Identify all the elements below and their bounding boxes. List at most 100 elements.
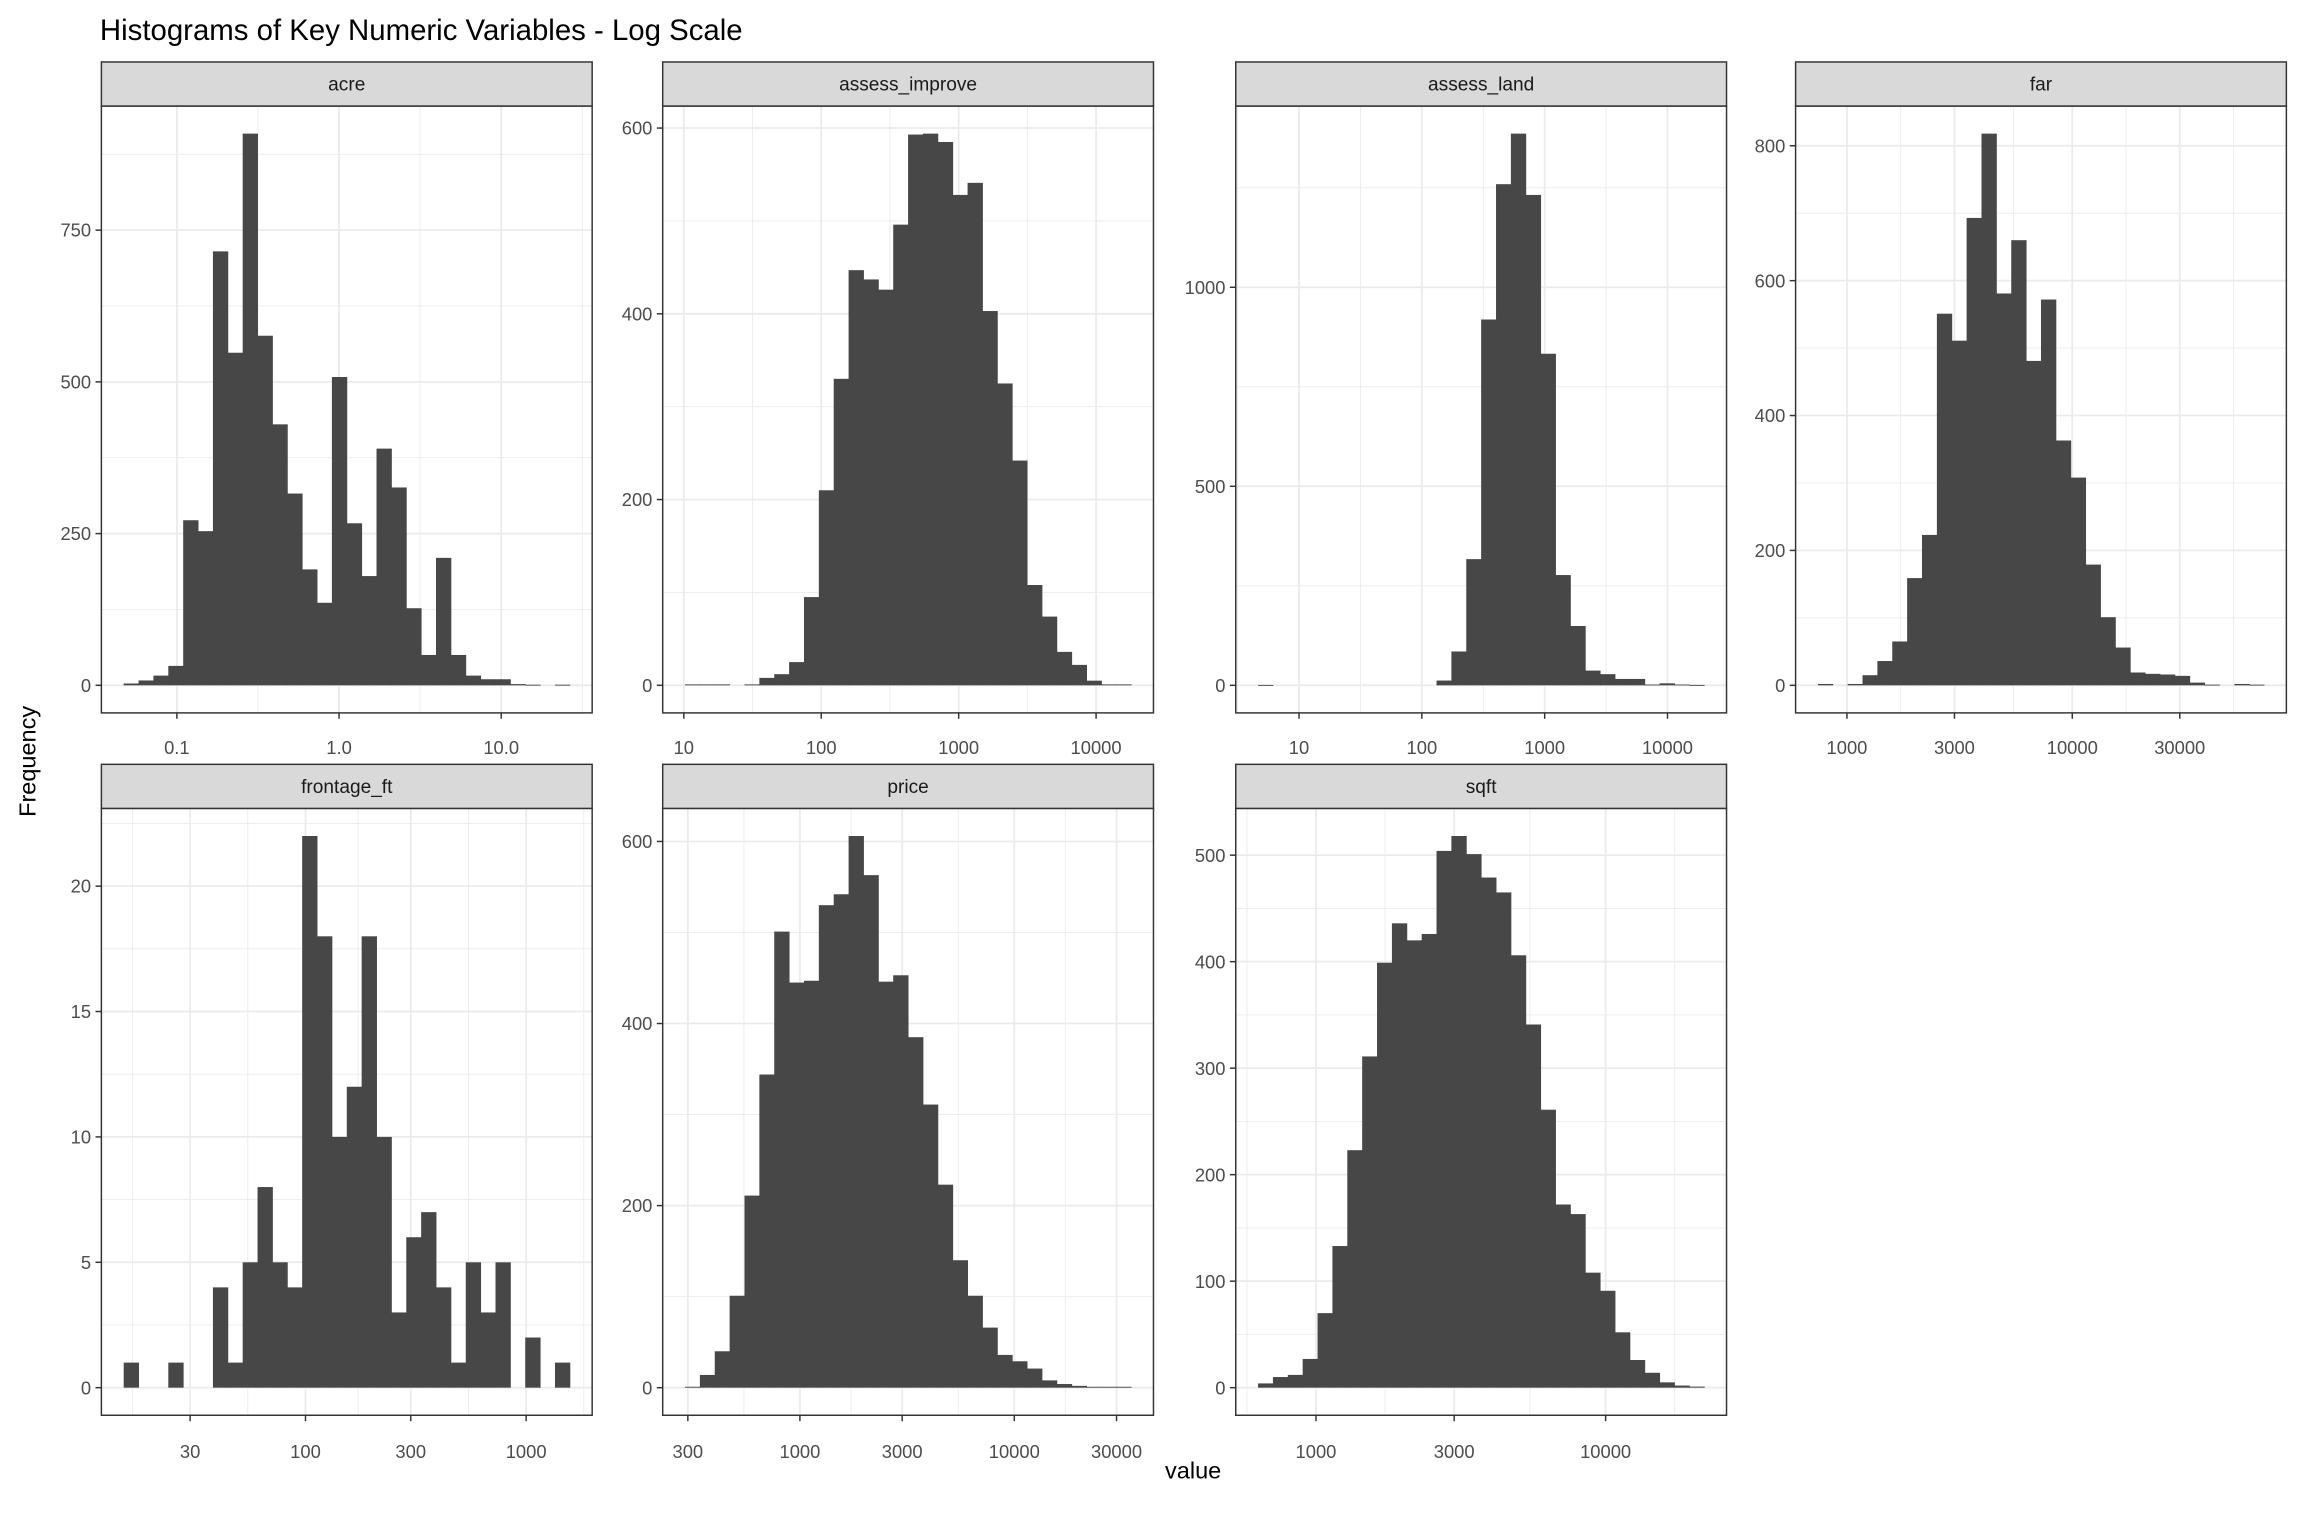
histogram-bar	[1570, 1214, 1586, 1388]
x-tick-label: 1000	[1296, 1441, 1337, 1462]
x-tick-label: 10000	[2047, 737, 2098, 758]
histogram-bar	[1086, 680, 1102, 686]
histogram-bar	[1421, 933, 1437, 1388]
histogram-bar	[1540, 353, 1556, 686]
y-tick-label: 250	[60, 523, 91, 544]
facet-strip	[1794, 61, 2288, 107]
facet-strip-label: acre	[328, 75, 365, 96]
x-tick-label: 1.0	[326, 737, 352, 758]
histogram-bar	[450, 654, 467, 686]
histogram-bar	[1877, 661, 1893, 686]
histogram-bar	[1027, 1368, 1043, 1388]
histogram-bar	[1436, 850, 1452, 1388]
histogram-bar	[1012, 460, 1028, 686]
histogram-bar	[1496, 184, 1512, 686]
histogram-bar	[908, 1037, 924, 1388]
histogram-bar	[729, 1295, 745, 1388]
x-tick-label: 10000	[1071, 737, 1122, 758]
histogram-bar	[685, 684, 701, 686]
histogram-bar	[1540, 1109, 1556, 1388]
histogram-bar	[1510, 955, 1527, 1388]
histogram-bar	[272, 1262, 288, 1388]
histogram-bar	[1600, 674, 1616, 686]
histogram-bar	[198, 531, 214, 686]
histogram-bar	[436, 557, 452, 686]
x-tick-label: 300	[673, 1441, 704, 1462]
histogram-bar	[1674, 1385, 1690, 1388]
histogram-bar	[848, 835, 864, 1388]
histogram-bar	[1614, 678, 1631, 686]
facet-strip-label: price	[887, 777, 928, 798]
facet-strip-label: assess_improve	[839, 75, 977, 96]
histogram-bar	[317, 602, 333, 686]
histogram-bar	[803, 980, 820, 1388]
histogram-bar	[1116, 1386, 1132, 1388]
x-tick-label: 30000	[1091, 1441, 1142, 1462]
histogram-bar	[376, 1136, 392, 1388]
histogram-bar	[863, 279, 879, 686]
histogram-bar	[982, 311, 998, 686]
histogram-bar	[1377, 962, 1393, 1388]
y-tick-label: 500	[60, 371, 91, 392]
histogram-bar	[1012, 1361, 1028, 1388]
histogram-bar	[1287, 1374, 1304, 1388]
histogram-bar	[744, 684, 760, 686]
histogram-bar	[1466, 854, 1482, 1388]
histogram-bar	[699, 684, 716, 686]
histogram-bar	[759, 677, 775, 686]
histogram-bar	[1116, 684, 1132, 686]
facet-strip	[100, 763, 593, 810]
histogram-bar	[138, 680, 154, 686]
histogram-bar	[376, 448, 392, 686]
y-tick-label: 200	[622, 1195, 653, 1216]
histogram-bar	[922, 133, 939, 686]
histogram-bar	[908, 134, 924, 686]
histogram-bar	[1922, 534, 1938, 686]
histogram-bar	[1585, 1272, 1601, 1388]
y-tick-label: 1000	[1185, 277, 1226, 298]
histogram-bar	[1362, 1056, 1378, 1388]
histogram-bar	[714, 684, 731, 686]
histogram-bar	[774, 674, 790, 686]
x-tick-label: 10.0	[483, 737, 519, 758]
histogram-bar	[833, 894, 850, 1388]
facet-strip-label: frontage_ft	[301, 777, 393, 798]
histogram-bar	[183, 520, 199, 686]
histogram-bar	[554, 1362, 571, 1388]
histogram-bar	[1056, 651, 1073, 686]
histogram-bar	[937, 1184, 954, 1388]
histogram-bar	[242, 133, 258, 686]
histogram-bar	[1907, 578, 1923, 686]
histogram-bar	[1258, 1383, 1274, 1388]
histogram-bar	[937, 141, 954, 686]
y-tick-label: 200	[1755, 540, 1786, 561]
x-tick-label: 10	[674, 737, 694, 758]
y-tick-label: 400	[1195, 951, 1226, 972]
histogram-bar	[272, 424, 288, 686]
x-tick-label: 3000	[882, 1441, 923, 1462]
histogram-bar	[1600, 1290, 1616, 1388]
y-tick-label: 0	[642, 675, 652, 696]
chart-title: Histograms of Key Numeric Variables - Lo…	[100, 14, 743, 47]
histogram-bar	[1966, 217, 1982, 686]
histogram-bar	[714, 1351, 731, 1388]
x-axis-title: value	[1165, 1457, 1221, 1483]
histogram-bar	[967, 1295, 983, 1388]
histogram-bar	[818, 490, 835, 686]
y-tick-label: 200	[1195, 1164, 1226, 1185]
histogram-bar	[1659, 683, 1675, 686]
histogram-bar	[480, 679, 496, 686]
histogram-bar	[1406, 940, 1423, 1388]
panel-acre: acre 0.1 1.0 10.0 0 250 500 750	[60, 61, 593, 758]
histogram-bar	[495, 679, 511, 686]
histogram-bar	[997, 383, 1013, 686]
histogram-bar	[123, 683, 140, 686]
y-tick-label: 0	[1215, 1377, 1225, 1398]
histogram-bar	[1101, 1386, 1117, 1388]
panel-assess_improve: assess_improve 10 100 1000 10000 0 200 400 600	[622, 61, 1155, 758]
histogram-bar	[1347, 1150, 1363, 1388]
histogram-bar	[699, 1374, 716, 1388]
histogram-bar	[450, 1362, 467, 1388]
histogram-bar	[168, 665, 184, 686]
